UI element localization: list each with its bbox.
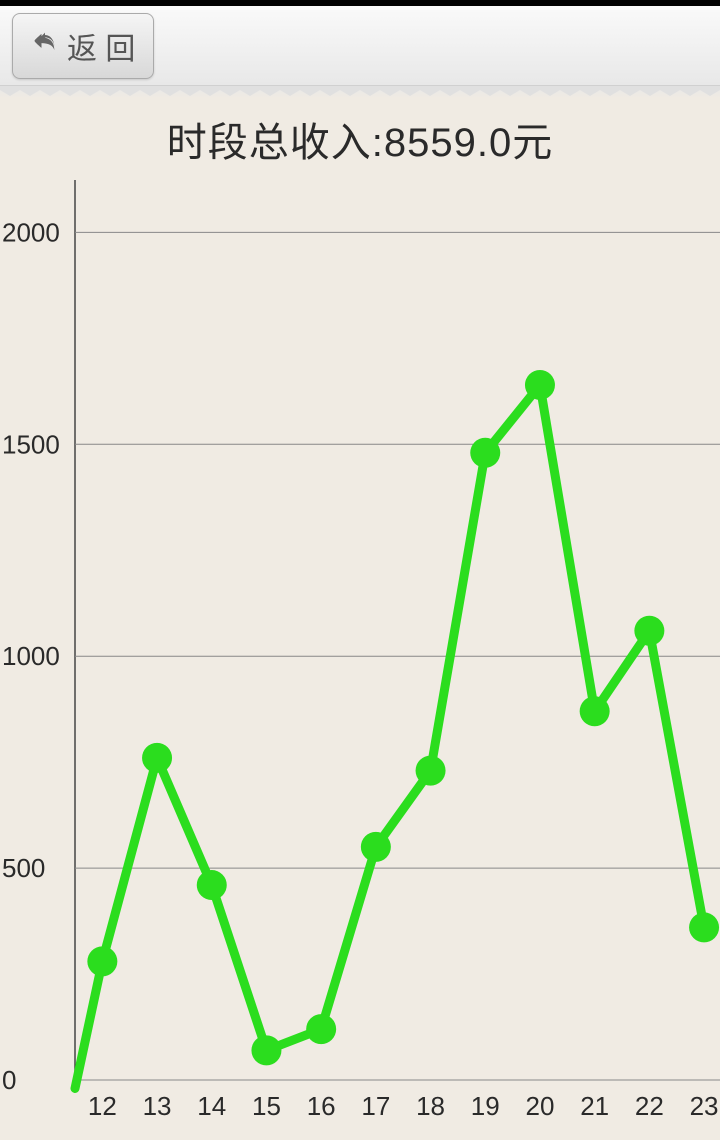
svg-text:12: 12 (88, 1091, 117, 1121)
svg-text:1500: 1500 (2, 429, 60, 459)
svg-text:23: 23 (690, 1091, 719, 1121)
divider-zigzag (0, 86, 720, 98)
svg-text:18: 18 (416, 1091, 445, 1121)
svg-text:22: 22 (635, 1091, 664, 1121)
svg-text:15: 15 (252, 1091, 281, 1121)
svg-text:2000: 2000 (2, 217, 60, 247)
svg-text:500: 500 (2, 853, 45, 883)
svg-text:21: 21 (580, 1091, 609, 1121)
svg-text:19: 19 (471, 1091, 500, 1121)
line-chart: 0 500 1000 1500 2000 12 13 14 15 16 17 18 19 20 21 22 23 (0, 180, 720, 1140)
svg-text:20: 20 (525, 1091, 554, 1121)
back-button-label: 返 回 (67, 24, 135, 68)
svg-text:0: 0 (2, 1065, 16, 1095)
svg-text:16: 16 (307, 1091, 336, 1121)
svg-text:1000: 1000 (2, 641, 60, 671)
content-area: 时段总收入:8559.0元 0 500 1000 1500 2000 12 13 14 15 16… (0, 98, 720, 1140)
svg-text:14: 14 (197, 1091, 226, 1121)
back-button[interactable]: 返 回 (12, 13, 154, 79)
chart-title: 时段总收入:8559.0元 (0, 110, 720, 168)
top-bar: 返 回 (0, 6, 720, 86)
svg-text:13: 13 (143, 1091, 172, 1121)
back-arrow-icon (31, 28, 59, 64)
svg-text:17: 17 (361, 1091, 390, 1121)
